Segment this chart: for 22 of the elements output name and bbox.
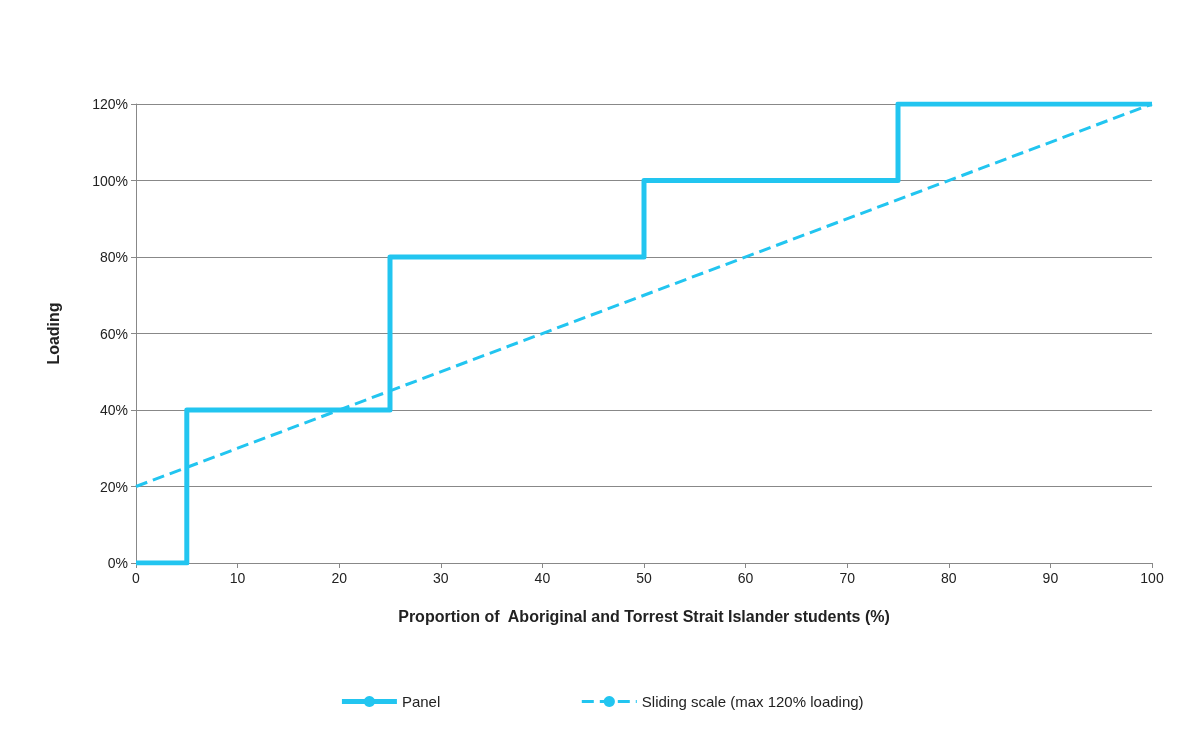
y-tick-label: 40% bbox=[99, 402, 128, 418]
x-tick-label: 0 bbox=[132, 570, 141, 586]
y-tick-label: 80% bbox=[99, 249, 128, 265]
x-tick-label: 20 bbox=[331, 570, 348, 586]
x-tick-label: 100 bbox=[1140, 570, 1164, 586]
x-tick-label: 70 bbox=[839, 570, 856, 586]
x-tick-label: 90 bbox=[1042, 570, 1059, 586]
y-tick-label: 100% bbox=[92, 172, 128, 189]
y-tick-label: 20% bbox=[99, 478, 128, 495]
x-tick-label: 60 bbox=[737, 570, 754, 586]
x-tick-label: 50 bbox=[636, 570, 652, 586]
x-tick-label: 80 bbox=[941, 570, 957, 586]
x-tick-label: 30 bbox=[433, 570, 449, 586]
legend-label: Sliding scale (max 120% loading) bbox=[641, 693, 864, 710]
y-axis-title: Loading bbox=[44, 302, 62, 365]
legend-label: Panel bbox=[401, 693, 441, 710]
x-tick-label: 40 bbox=[534, 570, 551, 586]
y-tick-label: 60% bbox=[99, 325, 128, 342]
x-tick-label: 10 bbox=[229, 570, 246, 586]
y-tick-label: 120% bbox=[92, 96, 128, 112]
x-axis-title: Proportion of Aboriginal and Torrest Strait Islander students (%) bbox=[398, 607, 890, 625]
y-tick-label: 0% bbox=[107, 555, 128, 571]
